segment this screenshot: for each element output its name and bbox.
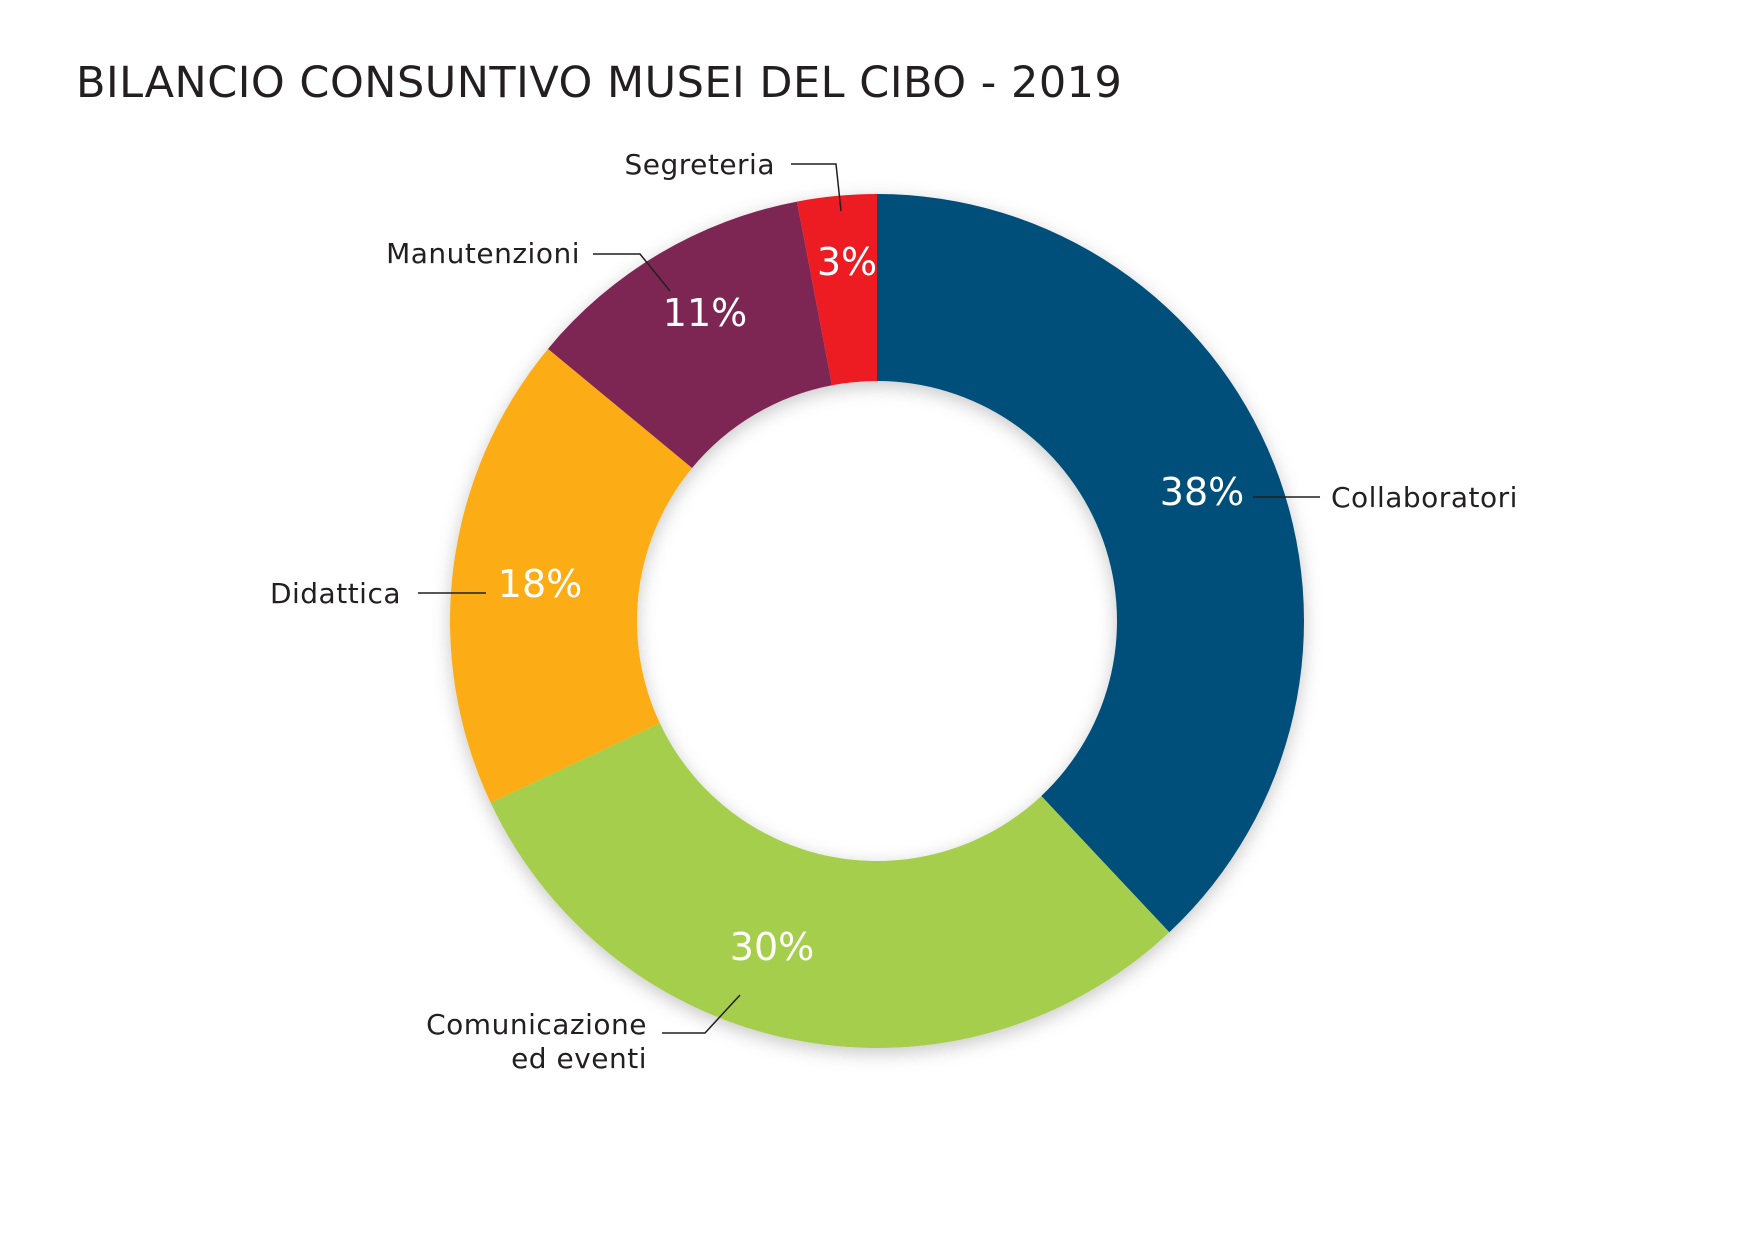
percentage-labels: 38% 30% 18% 11% 3%: [498, 240, 1244, 969]
category-label-collaboratori: Collaboratori: [1331, 481, 1518, 514]
category-label-line: Segreteria: [624, 148, 775, 181]
slice-comunicazione-ed-eventi: [490, 723, 1170, 1048]
category-label-line: Manutenzioni: [386, 237, 580, 270]
chart-title: BILANCIO CONSUNTIVO MUSEI DEL CIBO - 201…: [76, 58, 1123, 108]
category-label-didattica: Didattica: [270, 577, 401, 610]
category-label-line: Comunicazione: [426, 1008, 647, 1041]
pct-label-segreteria: 3%: [817, 240, 877, 284]
slice-segreteria: [796, 194, 877, 386]
category-label-manutenzioni: Manutenzioni: [386, 237, 580, 270]
pct-label-collaboratori: 38%: [1160, 470, 1244, 514]
category-label-line: ed eventi: [511, 1042, 647, 1075]
pct-label-didattica: 18%: [498, 562, 582, 606]
slice-didattica: [449, 348, 693, 803]
category-label-line: Didattica: [270, 577, 401, 610]
donut-slices: [449, 194, 1304, 1048]
category-label-comunicazione-ed-eventi: Comunicazione ed eventi: [426, 1008, 647, 1075]
category-label-line: Collaboratori: [1331, 481, 1518, 514]
slice-manutenzioni: [547, 201, 833, 469]
category-labels: Collaboratori Comunicazione ed eventi Didat…: [270, 148, 1518, 1075]
pct-label-comunicazione-ed-eventi: 30%: [730, 925, 814, 969]
leader-lines: [418, 163, 1320, 1034]
leader-line-segreteria: [791, 163, 842, 212]
leader-line-comunicazione-ed-eventi: [662, 994, 741, 1034]
pct-label-manutenzioni: 11%: [663, 291, 747, 335]
leader-line-manutenzioni: [593, 253, 671, 292]
slice-collaboratori: [877, 194, 1304, 933]
category-label-segreteria: Segreteria: [624, 148, 775, 181]
